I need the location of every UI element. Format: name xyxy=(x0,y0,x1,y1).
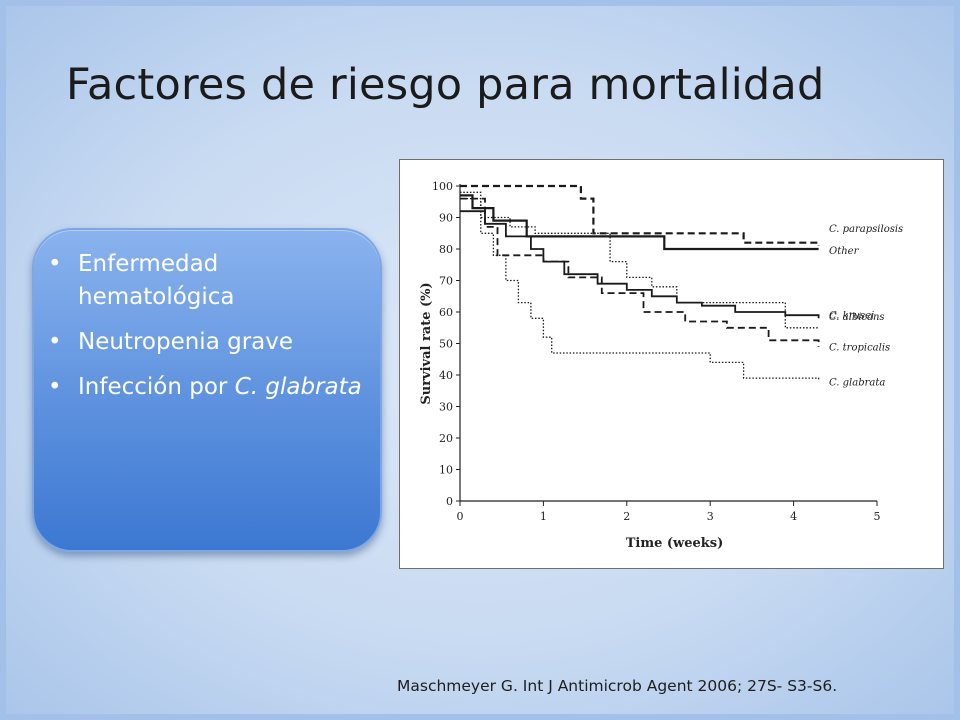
series-line-c-glabrata xyxy=(460,197,820,382)
bullet-item: Enfermedad hematológica xyxy=(48,248,364,314)
legend-label: C. parapsilosis xyxy=(829,224,903,235)
reference-citation: Maschmeyer G. Int J Antimicrob Agent 200… xyxy=(397,677,838,695)
x-tick-label: 2 xyxy=(623,510,630,523)
x-tick-label: 3 xyxy=(707,510,714,523)
series-line-c-parapsilosis xyxy=(460,184,820,246)
survival-chart: 0 10 20 30 40 50 60 70 80 90 100 0 1 2 3 4 5 Time (weeks)… xyxy=(399,159,944,569)
legend-label: C. tropicalis xyxy=(829,343,890,354)
y-tick-label: 10 xyxy=(439,464,453,477)
legend-label: C. glabrata xyxy=(829,377,885,388)
y-tick-label: 70 xyxy=(439,275,453,288)
x-tick-label: 4 xyxy=(790,510,797,523)
y-tick-label: 100 xyxy=(432,180,453,193)
y-tick-label: 20 xyxy=(439,432,453,445)
bullet-text: Neutropenia grave xyxy=(78,329,294,355)
y-tick-label: 60 xyxy=(439,306,453,319)
y-tick-label: 90 xyxy=(439,212,453,225)
legend-label: Other xyxy=(829,246,860,257)
x-tick-label: 1 xyxy=(540,510,547,523)
y-tick-label: 40 xyxy=(439,369,453,382)
slide-title: Factores de riesgo para mortalidad xyxy=(66,60,825,110)
y-tick-label: 0 xyxy=(446,495,453,508)
x-tick-label: 5 xyxy=(874,510,881,523)
bullet-item: Neutropenia grave xyxy=(48,326,364,359)
bullet-text: Enfermedad hematológica xyxy=(78,251,235,310)
bullet-item: Infección por C. glabrata xyxy=(48,371,364,404)
survival-chart-svg: 0 10 20 30 40 50 60 70 80 90 100 0 1 2 3 4 5 Time (weeks)… xyxy=(419,180,903,551)
series-line-c-krusei xyxy=(460,210,820,319)
y-tick-label: 50 xyxy=(439,338,453,351)
x-axis-label: Time (weeks) xyxy=(626,536,724,551)
legend-label: C. krusei xyxy=(829,310,874,321)
y-tick-label: 30 xyxy=(439,401,453,414)
series-line-c-tropicalis xyxy=(460,197,820,347)
bullet-text: Infección por xyxy=(78,374,235,400)
y-axis-label: Survival rate (%) xyxy=(419,282,434,404)
bullet-italic: C. glabrata xyxy=(234,374,362,400)
series-line-c-albicans xyxy=(460,191,819,329)
y-tick-label: 80 xyxy=(439,243,453,256)
series-line-other xyxy=(460,194,819,251)
bullet-panel: Enfermedad hematológica Neutropenia grav… xyxy=(32,228,382,552)
x-tick-label: 0 xyxy=(457,510,464,523)
legend-label: C. albicans xyxy=(829,312,885,323)
bullet-list: Enfermedad hematológica Neutropenia grav… xyxy=(34,230,380,404)
